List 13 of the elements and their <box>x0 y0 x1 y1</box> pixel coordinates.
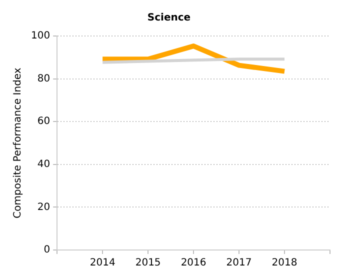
y-tick-label: 20 <box>37 202 50 213</box>
x-tick-label: 2015 <box>135 258 161 269</box>
chart-title: Science <box>147 12 191 24</box>
y-tick-label: 60 <box>37 116 50 128</box>
y-tick-label: 100 <box>30 30 50 42</box>
x-tick-label: 2018 <box>272 258 298 269</box>
y-tick-label: 0 <box>44 244 50 256</box>
x-tick-label: 2016 <box>180 258 206 269</box>
x-tick-label: 2017 <box>226 258 252 269</box>
y-tick-label: 40 <box>37 158 50 170</box>
y-axis-title: Composite Performance Index <box>12 68 24 218</box>
x-tick-label: 2014 <box>90 258 116 269</box>
y-tick-label: 80 <box>37 73 50 84</box>
